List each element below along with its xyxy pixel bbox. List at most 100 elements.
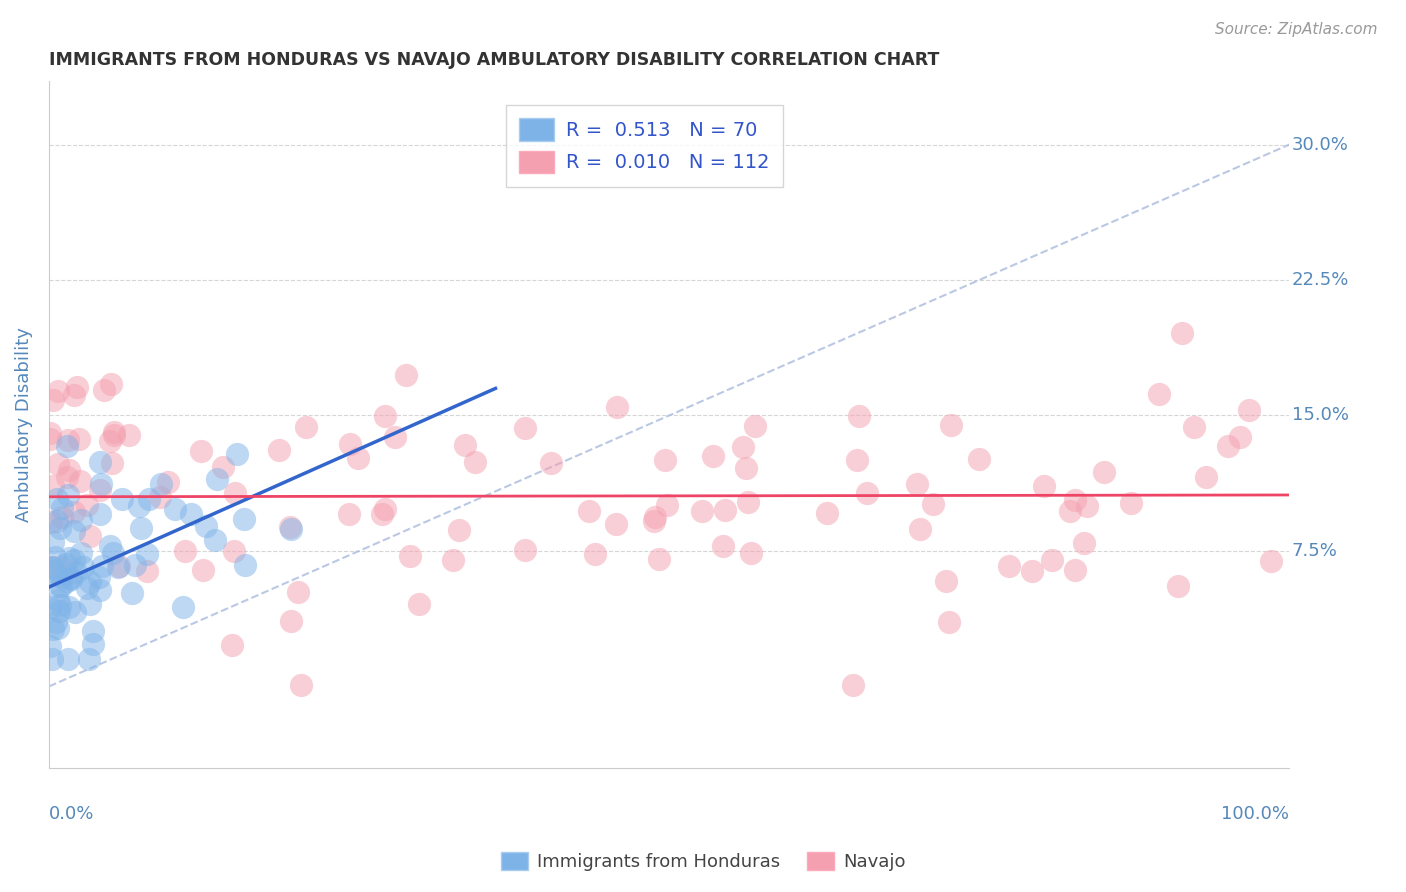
Point (267, 442, 290, 457)
Point (63, 388, 86, 402)
Point (98, 539, 121, 553)
Point (46, 491, 69, 506)
Text: 100.0%: 100.0% (1222, 805, 1289, 823)
Point (79, 574, 101, 589)
Point (1239, 402, 1261, 417)
Text: 0.0%: 0.0% (49, 805, 94, 823)
Point (72, 560, 94, 574)
Point (290, 678, 312, 692)
Point (744, 419, 766, 434)
Point (1229, 430, 1251, 444)
Point (76, 498, 98, 512)
Point (44, 549, 66, 564)
Point (441, 553, 464, 567)
Point (63, 505, 86, 519)
Point (48, 603, 70, 617)
Point (734, 460, 756, 475)
Text: 15.0%: 15.0% (1292, 407, 1348, 425)
Point (1073, 536, 1095, 550)
Text: IMMIGRANTS FROM HONDURAS VS NAVAJO AMBULATORY DISABILITY CORRELATION CHART: IMMIGRANTS FROM HONDURAS VS NAVAJO AMBUL… (49, 51, 939, 69)
Point (740, 546, 762, 560)
Point (90, 558, 112, 573)
Point (51, 500, 73, 515)
Point (63, 524, 86, 539)
Point (221, 638, 243, 652)
Point (44, 564, 66, 578)
Point (58, 463, 80, 477)
Point (1076, 499, 1098, 513)
Point (408, 597, 430, 611)
Point (1021, 564, 1043, 578)
Point (337, 507, 360, 521)
Point (939, 418, 962, 433)
Point (48, 621, 70, 635)
Point (1260, 554, 1282, 568)
Point (51, 510, 73, 524)
Point (41, 479, 63, 493)
Point (51, 569, 73, 583)
Point (41, 560, 63, 574)
Point (1216, 439, 1239, 453)
Point (124, 558, 146, 573)
Point (848, 409, 870, 423)
Text: 22.5%: 22.5% (1292, 271, 1350, 289)
Point (121, 586, 143, 600)
Point (41, 559, 63, 574)
Point (69, 546, 91, 560)
Point (191, 563, 214, 577)
Point (815, 506, 838, 520)
Point (87, 570, 110, 584)
Point (226, 447, 249, 461)
Point (163, 502, 186, 516)
Point (278, 520, 301, 534)
Point (232, 512, 254, 526)
Point (1059, 504, 1081, 518)
Point (655, 498, 678, 512)
Point (967, 452, 990, 467)
Point (77, 652, 100, 666)
Point (224, 486, 246, 500)
Point (49, 579, 72, 593)
Point (46, 384, 69, 398)
Point (46, 515, 69, 529)
Point (59, 570, 82, 584)
Point (111, 491, 134, 506)
Point (935, 574, 957, 588)
Point (1170, 326, 1192, 340)
Point (578, 503, 600, 517)
Point (118, 427, 141, 442)
Point (233, 558, 256, 572)
Point (513, 542, 536, 557)
Point (103, 546, 125, 560)
Point (89, 483, 111, 498)
Point (714, 503, 737, 517)
Point (65, 380, 87, 394)
Point (41, 652, 63, 666)
Point (65, 565, 87, 579)
Point (1092, 465, 1115, 479)
Point (1064, 492, 1087, 507)
Point (103, 428, 125, 442)
Point (136, 564, 159, 578)
Point (48, 592, 70, 607)
Point (69, 474, 91, 488)
Point (58, 599, 80, 614)
Point (49, 521, 72, 535)
Point (136, 547, 159, 561)
Point (339, 437, 361, 451)
Point (842, 678, 865, 692)
Point (922, 497, 945, 511)
Point (1033, 479, 1056, 493)
Point (138, 491, 160, 506)
Point (56, 488, 79, 502)
Point (905, 476, 928, 491)
Point (384, 430, 406, 444)
Point (55, 439, 77, 453)
Point (398, 549, 420, 563)
Point (46, 457, 69, 471)
Point (82, 624, 104, 638)
Point (908, 522, 931, 536)
Text: 30.0%: 30.0% (1292, 136, 1348, 153)
Point (59, 572, 82, 586)
Point (56, 434, 79, 448)
